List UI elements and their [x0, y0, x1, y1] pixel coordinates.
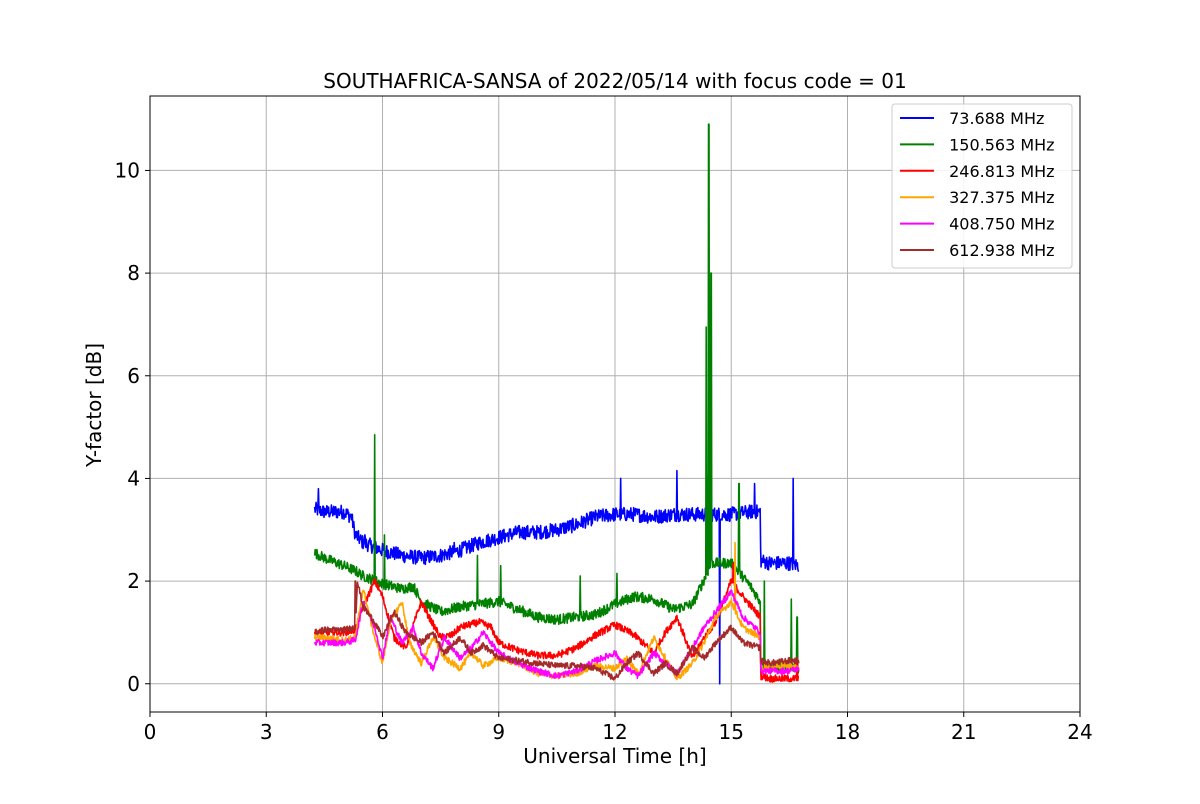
series-line-5 [314, 580, 800, 681]
x-tick-label: 6 [376, 720, 389, 744]
series-lines [313, 123, 800, 685]
y-tick-label: 10 [115, 158, 140, 182]
x-tick-label: 18 [835, 720, 860, 744]
x-tick-label: 12 [602, 720, 627, 744]
series-line-1 [313, 123, 800, 674]
x-tick-label: 15 [719, 720, 744, 744]
legend-label: 408.750 MHz [944, 215, 1055, 234]
legend-label: 327.375 MHz [944, 188, 1055, 207]
legend: 73.688 MHz 150.563 MHz 246.813 MHz 327.3… [891, 103, 1073, 269]
legend-label: 73.688 MHz [944, 109, 1044, 128]
y-tick-label: 2 [127, 569, 140, 593]
legend-box [891, 103, 1073, 269]
x-tick-label: 9 [492, 720, 505, 744]
y-tick-label: 8 [127, 261, 140, 285]
x-tick-label: 0 [144, 720, 157, 744]
y-tick-label: 4 [127, 466, 140, 490]
legend-label: 150.563 MHz [944, 135, 1055, 154]
x-tick-label: 3 [260, 720, 273, 744]
chart-title: SOUTHAFRICA-SANSA of 2022/05/14 with foc… [323, 69, 907, 93]
legend-label: 612.938 MHz [944, 241, 1055, 260]
y-tick-label: 0 [127, 672, 140, 696]
x-tick-label: 21 [951, 720, 976, 744]
y-axis-label: Y-factor [dB] [82, 343, 106, 468]
grid-lines [149, 96, 1081, 712]
y-tick-label: 6 [127, 364, 140, 388]
series-line-4 [313, 589, 800, 680]
series-line-0 [313, 469, 800, 685]
legend-label: 246.813 MHz [944, 162, 1055, 181]
x-tick-label: 24 [1067, 720, 1092, 744]
x-axis-label: Universal Time [h] [523, 744, 706, 768]
